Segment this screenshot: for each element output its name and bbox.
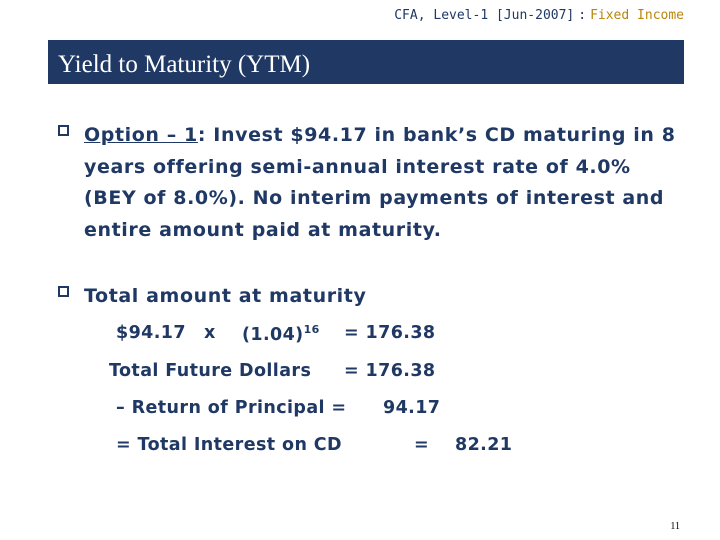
checkbox-bullet-icon (58, 125, 69, 136)
result-total-amount: = 176.38 (344, 323, 436, 343)
checkbox-bullet-icon (58, 286, 69, 297)
future-dollars-value: = 176.38 (344, 361, 436, 381)
total-interest-equals: = (414, 435, 430, 455)
return-principal-value: 94.17 (383, 398, 441, 418)
option-description: : Invest $94.17 in bank’s CD maturing in… (84, 124, 676, 241)
course-label: CFA, Level-1 [Jun-2007] (394, 8, 575, 23)
future-dollars-label: Total Future Dollars (109, 361, 312, 381)
bullet-option-1: Option – 1: Invest $94.17 in bank’s CD m… (58, 120, 678, 246)
option-label: Option – 1 (84, 124, 198, 146)
return-principal-label: – Return of Principal = (116, 398, 347, 418)
header-separator: : (578, 8, 587, 23)
bullet-option-1-text: Option – 1: Invest $94.17 in bank’s CD m… (84, 120, 678, 246)
multiply-sign: x (204, 323, 216, 343)
bullet-total-amount-text: Total amount at maturity (84, 285, 367, 307)
slide-title: Yield to Maturity (YTM) (58, 51, 311, 78)
title-bar: Yield to Maturity (YTM) (48, 40, 684, 84)
total-interest-label: = Total Interest on CD (116, 435, 342, 455)
principal-value: $94.17 (116, 323, 186, 343)
bullet-total-amount: Total amount at maturity (58, 281, 678, 313)
growth-factor-exponent: 16 (303, 323, 320, 336)
page-number: 11 (670, 521, 680, 532)
slide-header: CFA, Level-1 [Jun-2007]: Fixed Income (394, 8, 684, 23)
total-interest-value: 82.21 (455, 435, 513, 455)
growth-factor-base: (1.04) (242, 325, 304, 345)
growth-factor: (1.04)16 (242, 323, 320, 345)
topic-label: Fixed Income (590, 8, 684, 23)
